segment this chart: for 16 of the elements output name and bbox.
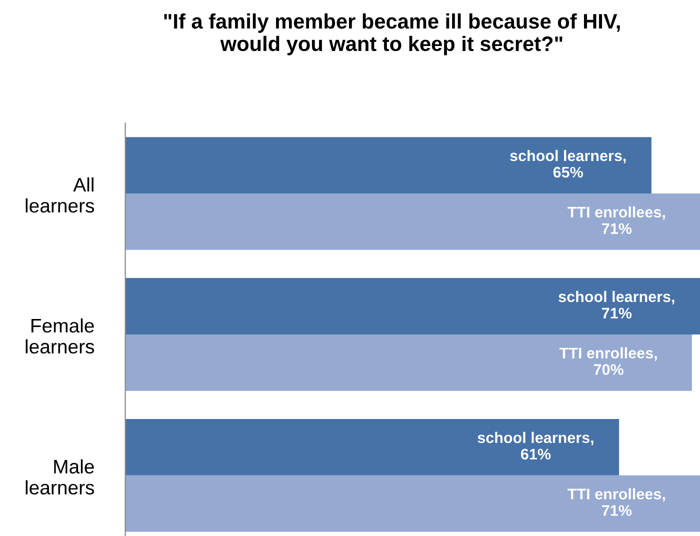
bar [125, 334, 692, 391]
y-tick-label: All learners [26, 177, 94, 213]
bar [125, 475, 700, 532]
data-label: TTI enrollees, 71% [568, 206, 665, 234]
data-label: TTI enrollees, 70% [560, 347, 657, 375]
data-label: school learners, 61% [478, 432, 594, 460]
bar [125, 193, 700, 250]
bar [125, 278, 700, 334]
bar [125, 137, 652, 194]
data-label: school learners, 71% [558, 290, 674, 319]
y-tick-label: Female learners [26, 318, 94, 354]
bar [125, 419, 620, 476]
data-label: school learners, 65% [510, 150, 626, 178]
y-tick-label: Male learners [26, 459, 94, 495]
chart-title: "If a family member became ill because of HIV, would you want to keep it secret?" [164, 13, 620, 56]
data-label: TTI enrollees, 71% [568, 488, 665, 516]
